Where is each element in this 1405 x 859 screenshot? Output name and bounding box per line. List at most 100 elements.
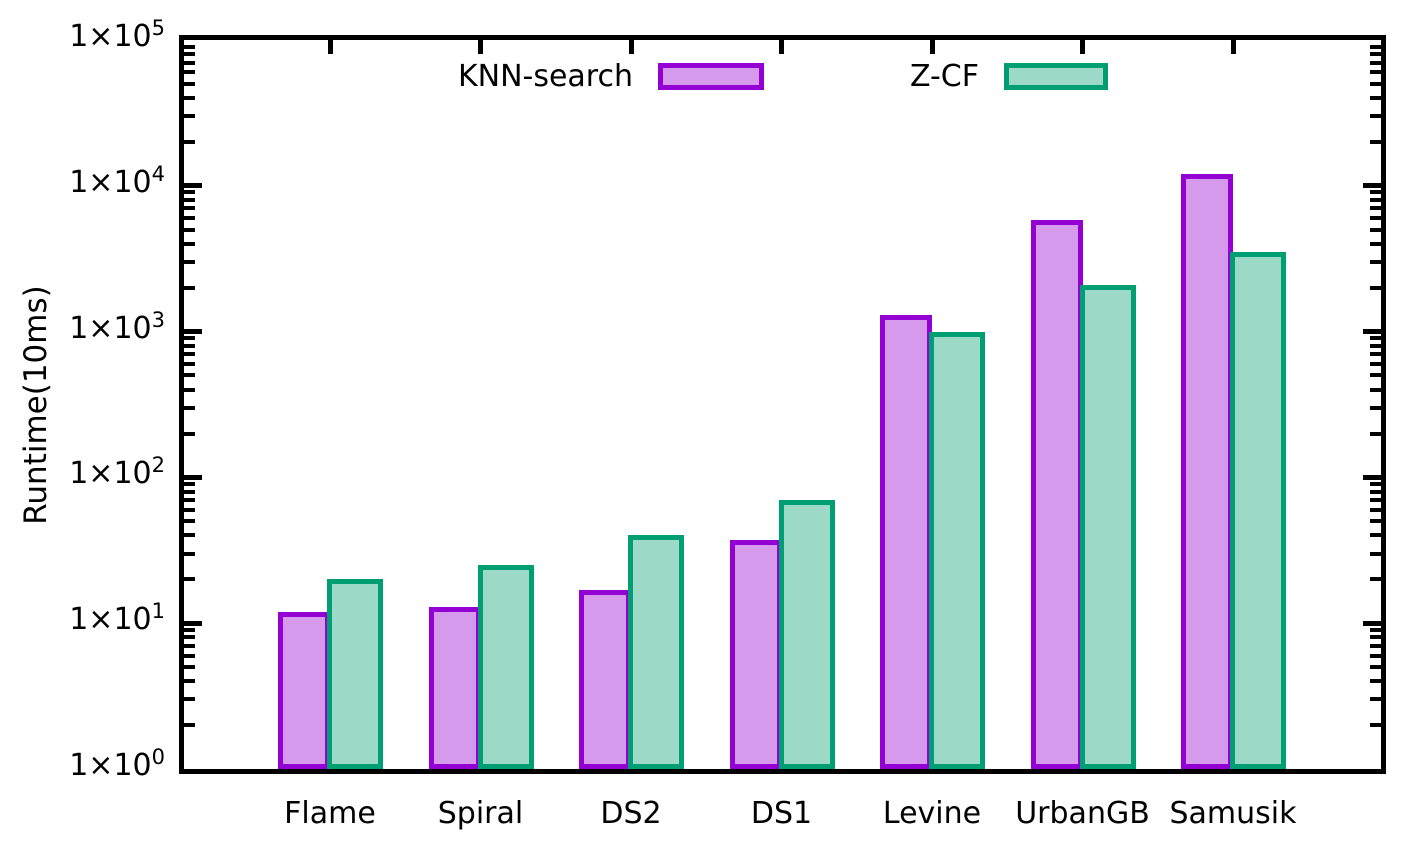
y-minor-tick <box>1370 643 1381 648</box>
y-major-tick <box>184 329 202 335</box>
y-minor-tick <box>1370 216 1381 221</box>
y-minor-tick <box>184 697 195 702</box>
y-minor-tick <box>1370 190 1381 195</box>
y-minor-tick <box>1370 723 1381 728</box>
y-minor-tick <box>1370 352 1381 357</box>
y-minor-tick <box>1370 44 1381 49</box>
y-minor-tick <box>1370 60 1381 65</box>
x-tick-label-levine: Levine <box>882 796 982 831</box>
y-tick-label: 1×105 <box>69 16 165 55</box>
y-minor-tick <box>1370 533 1381 538</box>
y-minor-tick <box>184 482 195 487</box>
y-minor-tick <box>1370 336 1381 341</box>
x-top-tick <box>779 40 784 54</box>
y-major-tick <box>1363 329 1381 335</box>
legend-swatch-knn-search <box>658 63 764 90</box>
y-major-tick <box>1363 183 1381 189</box>
y-minor-tick <box>184 361 195 366</box>
y-minor-tick <box>1370 551 1381 556</box>
y-minor-tick <box>1370 387 1381 392</box>
y-minor-tick <box>184 577 195 582</box>
y-minor-tick <box>184 551 195 556</box>
y-minor-tick <box>184 405 195 410</box>
y-minor-tick <box>184 497 195 502</box>
bar-knn-search-urbangb <box>1030 220 1083 769</box>
y-minor-tick <box>1370 405 1381 410</box>
bar-z-cf-flame <box>327 579 383 769</box>
y-minor-tick <box>184 343 195 348</box>
y-minor-tick <box>1370 679 1381 684</box>
y-minor-tick <box>1370 361 1381 366</box>
y-minor-tick <box>184 679 195 684</box>
y-minor-tick <box>184 627 195 632</box>
y-minor-tick <box>1370 653 1381 658</box>
x-top-tick <box>327 40 333 54</box>
y-minor-tick <box>184 489 195 494</box>
bar-knn-search-levine <box>880 315 932 769</box>
y-minor-tick <box>1370 577 1381 582</box>
y-minor-tick <box>184 352 195 357</box>
bar-z-cf-ds2 <box>628 535 684 769</box>
y-minor-tick <box>184 60 195 65</box>
y-major-tick <box>184 183 202 189</box>
legend-label-knn-search: KNN-search <box>457 59 633 94</box>
y-major-tick <box>1363 620 1381 626</box>
y-minor-tick <box>1370 139 1381 144</box>
y-minor-tick <box>184 643 195 648</box>
y-minor-tick <box>1370 114 1381 119</box>
y-minor-tick <box>184 723 195 728</box>
bar-z-cf-samusik <box>1230 252 1286 769</box>
y-tick-label: 1×101 <box>69 599 165 638</box>
y-minor-tick <box>184 260 195 265</box>
y-minor-tick <box>1370 260 1381 265</box>
y-minor-tick <box>1370 635 1381 640</box>
y-tick-label: 1×100 <box>69 745 165 784</box>
x-tick-label-ds1: DS1 <box>750 796 813 831</box>
legend-label-z-cf: Z-CF <box>909 59 979 94</box>
y-minor-tick <box>1370 206 1381 211</box>
y-minor-tick <box>184 190 195 195</box>
y-minor-tick <box>184 387 195 392</box>
bar-knn-search-ds1 <box>729 540 782 769</box>
y-minor-tick <box>1370 96 1381 101</box>
y-minor-tick <box>184 52 195 57</box>
x-top-tick <box>628 40 634 54</box>
x-tick-label-spiral: Spiral <box>437 796 524 831</box>
y-tick-label: 1×103 <box>69 307 165 346</box>
bar-z-cf-spiral <box>477 565 534 769</box>
y-minor-tick <box>1370 507 1381 512</box>
bar-z-cf-ds1 <box>778 500 835 769</box>
x-tick-label-ds2: DS2 <box>600 796 662 831</box>
x-tick-label-flame: Flame <box>284 796 376 831</box>
x-top-tick <box>1080 40 1085 54</box>
bar-knn-search-samusik <box>1181 174 1233 769</box>
x-tick-label-urbangb: UrbanGB <box>1015 796 1150 831</box>
y-minor-tick <box>1370 665 1381 670</box>
y-minor-tick <box>1370 227 1381 232</box>
y-major-tick <box>184 474 202 480</box>
y-minor-tick <box>1370 482 1381 487</box>
x-top-tick <box>1230 40 1236 54</box>
y-major-tick <box>184 620 202 626</box>
y-minor-tick <box>184 507 195 512</box>
y-minor-tick <box>1370 373 1381 378</box>
y-tick-label: 1×104 <box>69 161 165 200</box>
y-tick-label: 1×102 <box>69 453 165 492</box>
y-minor-tick <box>1370 519 1381 524</box>
y-minor-tick <box>184 533 195 538</box>
y-minor-tick <box>1370 52 1381 57</box>
legend-swatch-z-cf <box>1004 63 1108 90</box>
y-minor-tick <box>184 216 195 221</box>
x-top-tick <box>929 40 935 54</box>
y-minor-tick <box>184 336 195 341</box>
y-minor-tick <box>184 635 195 640</box>
y-minor-tick <box>184 665 195 670</box>
y-minor-tick <box>184 197 195 202</box>
y-minor-tick <box>184 373 195 378</box>
bar-z-cf-urbangb <box>1079 284 1136 769</box>
x-top-tick <box>478 40 483 54</box>
y-minor-tick <box>184 227 195 232</box>
y-minor-tick <box>184 44 195 49</box>
y-minor-tick <box>1370 489 1381 494</box>
y-minor-tick <box>184 70 195 75</box>
